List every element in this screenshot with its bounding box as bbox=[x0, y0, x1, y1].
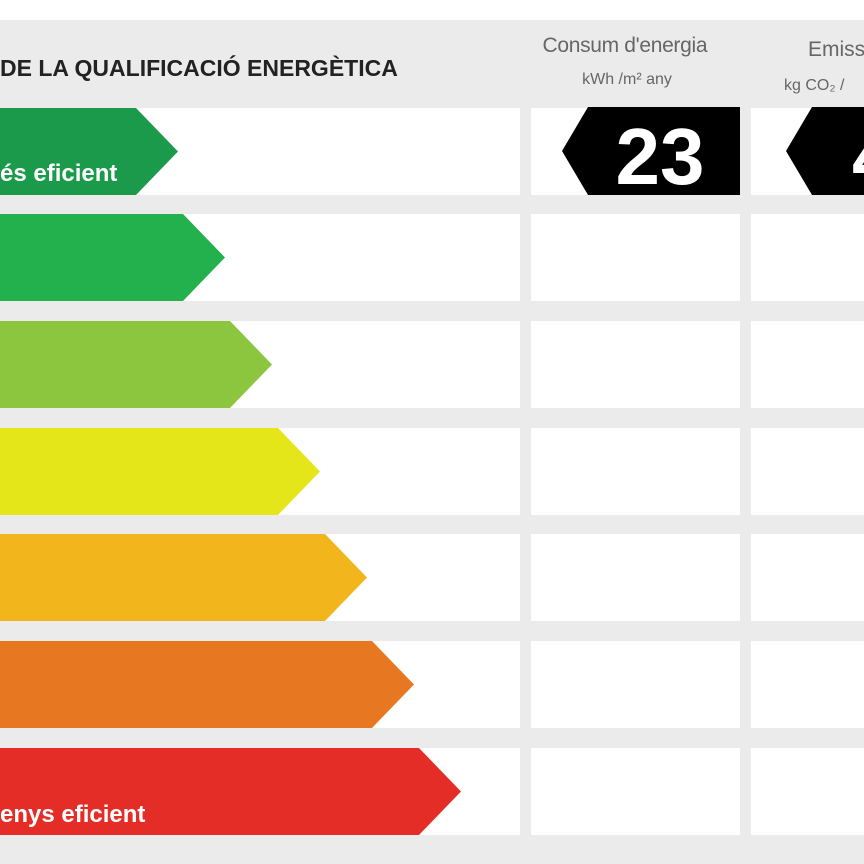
value-badge bbox=[562, 107, 740, 195]
value-badge bbox=[786, 107, 864, 195]
column-title: Emissi bbox=[808, 38, 864, 61]
top-label: és eficient bbox=[0, 160, 117, 187]
header-title: DE LA QUALIFICACIÓ ENERGÈTICA bbox=[0, 54, 398, 81]
top-strip bbox=[0, 0, 864, 20]
bottom-label: enys eficient bbox=[0, 801, 145, 828]
badge-value: 23 bbox=[616, 112, 705, 201]
badge-value: 4 bbox=[852, 112, 864, 201]
column-title: Consum d'energia bbox=[543, 34, 708, 57]
rating-arrows bbox=[0, 108, 461, 835]
column-unit: kg CO₂ / bbox=[784, 77, 845, 94]
column-unit: kWh /m² any bbox=[582, 71, 672, 88]
